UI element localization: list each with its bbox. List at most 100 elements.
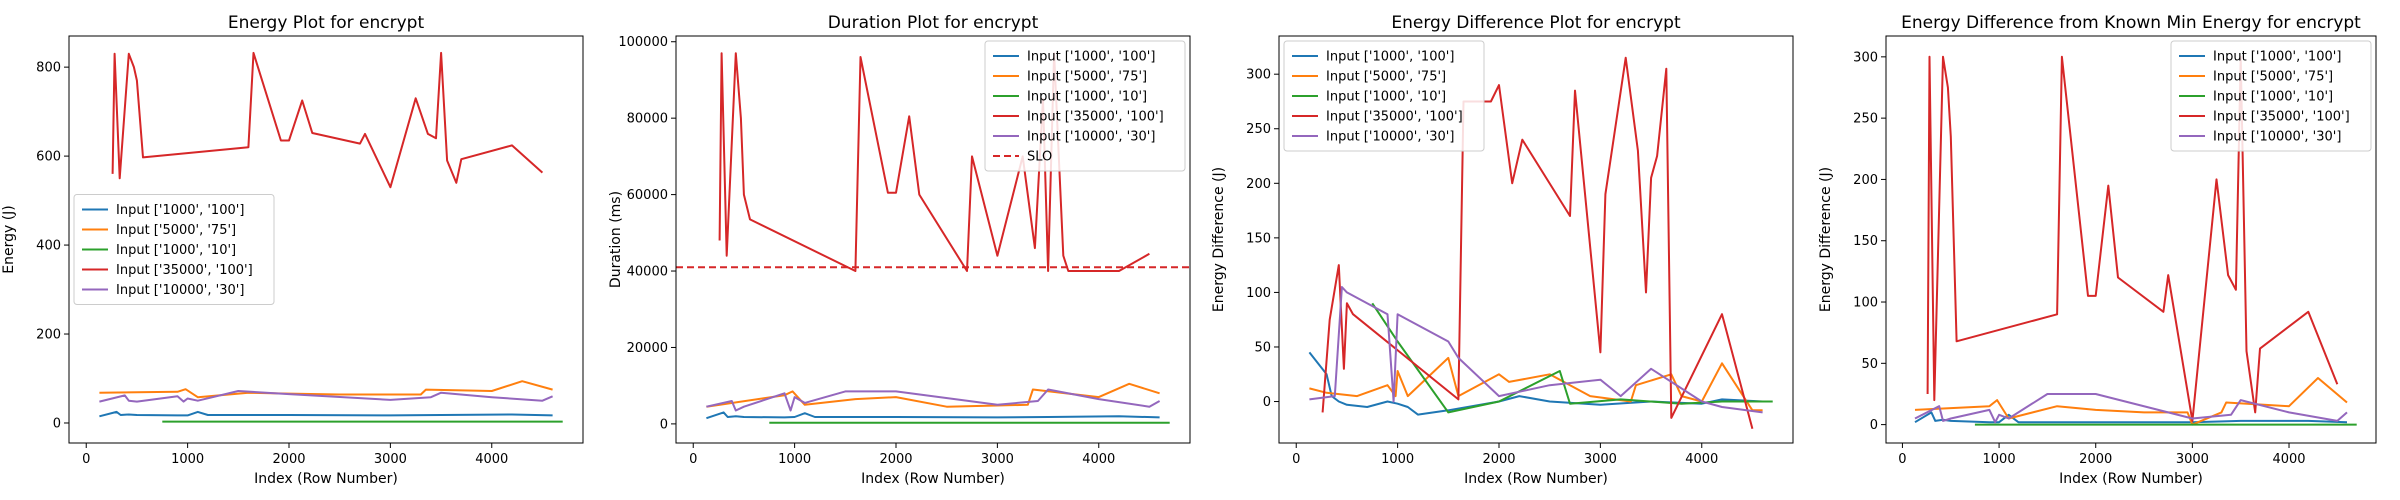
legend-label: Input ['5000', '75'] [116,223,236,238]
axes-frame [68,35,584,444]
legend-label: Input ['1000', '10'] [1326,90,1446,105]
x-tick-label: 0 [689,452,697,467]
y-tick-label: 400 [36,239,61,254]
x-tick-label: 2000 [1482,452,1515,467]
x-tick-label: 4000 [1685,452,1718,467]
x-tick-label: 1000 [1381,452,1414,467]
y-axis-label: Energy (J) [1,205,17,274]
y-tick-label: 100 [1853,296,1878,311]
x-tick-label: 1000 [171,452,204,467]
series-line-4 [1926,55,2339,422]
y-tick-label: 200 [1853,173,1878,188]
x-axis-label: Index (Row Number) [861,471,1005,487]
chart-panel-4: Energy Difference from Known Min Energy … [1818,13,2377,487]
y-tick-label: 40000 [627,265,668,280]
x-axis-label: Index (Row Number) [254,471,398,487]
series-line-2 [99,380,553,399]
legend-box [1283,40,1485,152]
y-tick-label: 0 [1263,395,1271,410]
y-tick-label: 150 [1246,231,1271,246]
legend-label: Input ['35000', '100'] [116,263,253,278]
axes-frame [675,35,1191,444]
legend-box [2170,40,2372,152]
x-tick-label: 4000 [475,452,508,467]
chart-panel-3: Energy Difference Plot for encrypt 0 1000 2… [1211,13,1794,487]
legend-label: Input ['1000', '10'] [1027,90,1147,105]
chart-title: Energy Difference from Known Min Energy … [1901,13,2361,33]
legend-label: Input ['10000', '30'] [1027,130,1155,145]
y-tick-label: 250 [1853,112,1878,127]
series-line-5 [99,390,553,403]
series-line-4 [1321,56,1754,430]
y-tick-label: 60000 [627,188,668,203]
x-axis-label: Index (Row Number) [2059,471,2203,487]
y-axis-label: Energy Difference (J) [1818,167,1834,312]
x-tick-label: 0 [1292,452,1300,467]
series-line-4 [111,51,544,189]
legend-label: Input ['10000', '30'] [1326,130,1454,145]
legend-label: Input ['5000', '75'] [1326,70,1446,85]
series-line-2 [1309,356,1763,412]
legend-label: SLO [1027,150,1052,165]
legend-label: Input ['10000', '30'] [116,283,244,298]
y-axis-label: Energy Difference (J) [1211,167,1227,312]
y-tick-label: 100000 [618,35,668,50]
legend-label: Input ['35000', '100'] [1027,110,1164,125]
x-tick-label: 3000 [374,452,407,467]
legend: Input ['1000', '100'] Input ['5000', '75'… [73,194,275,305]
y-tick-label: 250 [1246,122,1271,137]
x-axis-label: Index (Row Number) [1464,471,1608,487]
x-tick-label: 4000 [1082,452,1115,467]
y-tick-label: 50 [1254,340,1271,355]
legend-label: Input ['1000', '100'] [116,203,244,218]
y-axis-label: Duration (ms) [608,191,624,288]
legend-label: Input ['10000', '30'] [2213,130,2341,145]
x-tick-label: 4000 [2272,452,2305,467]
series-line-5 [1914,393,2348,424]
axes-frame [1885,35,2377,444]
x-tick-label: 3000 [2176,452,2209,467]
y-tick-label: 0 [660,417,668,432]
y-tick-label: 800 [36,61,61,76]
legend: Input ['1000', '100'] Input ['5000', '75'… [1283,40,1485,152]
x-tick-label: 3000 [981,452,1014,467]
chart-title: Energy Plot for encrypt [228,13,425,33]
legend-label: Input ['1000', '100'] [2213,50,2341,65]
legend-label: Input ['1000', '100'] [1027,50,1155,65]
series-line-5 [706,388,1161,412]
x-tick-label: 2000 [2079,452,2112,467]
chart-title: Duration Plot for encrypt [828,13,1039,33]
plot-area [99,51,563,423]
y-tick-label: 20000 [627,341,668,356]
y-tick-label: 200 [36,328,61,343]
y-tick-label: 50 [1861,357,1878,372]
x-tick-label: 1000 [778,452,811,467]
y-tick-label: 300 [1246,68,1271,83]
x-tick-label: 2000 [879,452,912,467]
chart-title: Energy Difference Plot for encrypt [1391,13,1681,33]
x-tick-label: 1000 [1983,452,2016,467]
chart-panel-2: Duration Plot for encrypt 0 1000 2000 3000 40… [608,13,1191,487]
legend-label: Input ['1000', '10'] [116,243,236,258]
y-tick-label: 600 [36,150,61,165]
series-line-5 [1309,286,1763,414]
legend: Input ['1000', '100'] Input ['5000', '75'… [984,40,1186,172]
x-tick-label: 0 [1898,452,1906,467]
y-tick-label: 300 [1853,50,1878,65]
x-tick-label: 0 [82,452,90,467]
series-line-1 [1914,411,2348,424]
legend: Input ['1000', '100'] Input ['5000', '75'… [2170,40,2372,152]
axes-frame [1278,35,1794,444]
series-line-1 [706,411,1160,420]
y-tick-label: 150 [1853,234,1878,249]
plot-area [1308,56,1773,430]
plot-area [1914,55,2357,426]
legend-box [73,194,275,305]
legend-label: Input ['35000', '100'] [1326,110,1463,125]
legend-label: Input ['5000', '75'] [2213,70,2333,85]
legend-label: Input ['5000', '75'] [1027,70,1147,85]
y-tick-label: 200 [1246,177,1271,192]
y-tick-label: 0 [53,416,61,431]
